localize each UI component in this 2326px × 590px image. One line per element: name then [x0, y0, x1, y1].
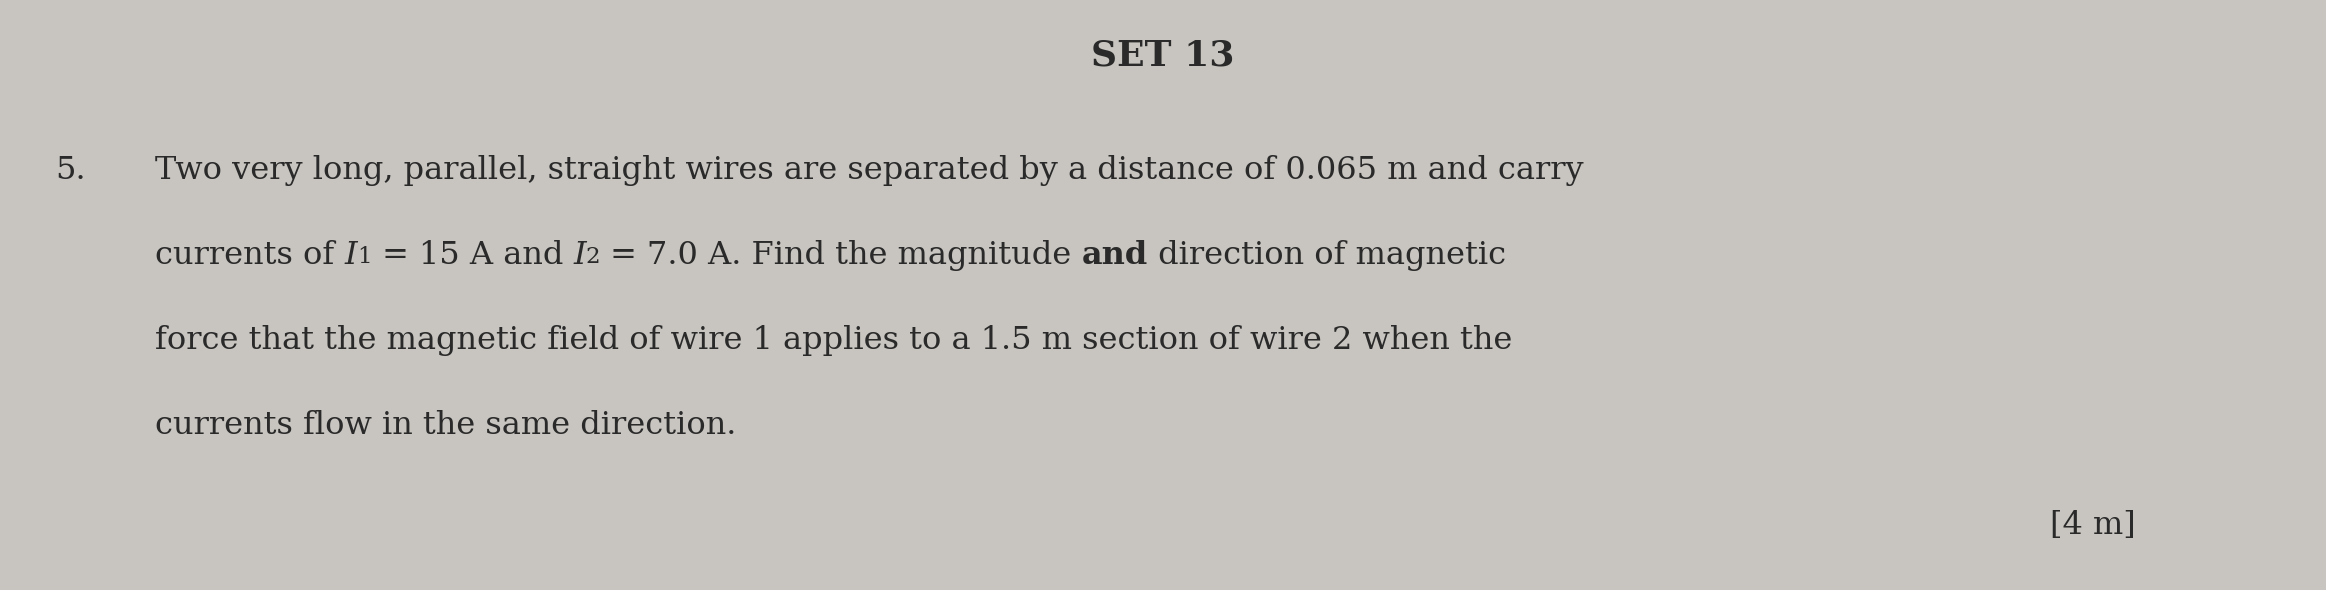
Text: I: I: [344, 240, 356, 271]
Text: force that the magnetic field of wire 1 applies to a 1.5 m section of wire 2 whe: force that the magnetic field of wire 1 …: [156, 325, 1512, 356]
Text: SET 13: SET 13: [1091, 38, 1235, 72]
Text: direction of magnetic: direction of magnetic: [1149, 240, 1507, 271]
Text: = 7.0 A. Find the magnitude: = 7.0 A. Find the magnitude: [600, 240, 1082, 271]
Text: I: I: [572, 240, 586, 271]
Text: [4 m]: [4 m]: [2049, 510, 2135, 541]
Text: currents flow in the same direction.: currents flow in the same direction.: [156, 410, 737, 441]
Text: and: and: [1082, 240, 1149, 271]
Text: 5.: 5.: [56, 155, 86, 186]
Text: Two very long, parallel, straight wires are separated by a distance of 0.065 m a: Two very long, parallel, straight wires …: [156, 155, 1584, 186]
Text: = 15 A and: = 15 A and: [372, 240, 572, 271]
Text: currents of: currents of: [156, 240, 344, 271]
Text: 1: 1: [356, 246, 372, 268]
Text: 2: 2: [586, 246, 600, 268]
